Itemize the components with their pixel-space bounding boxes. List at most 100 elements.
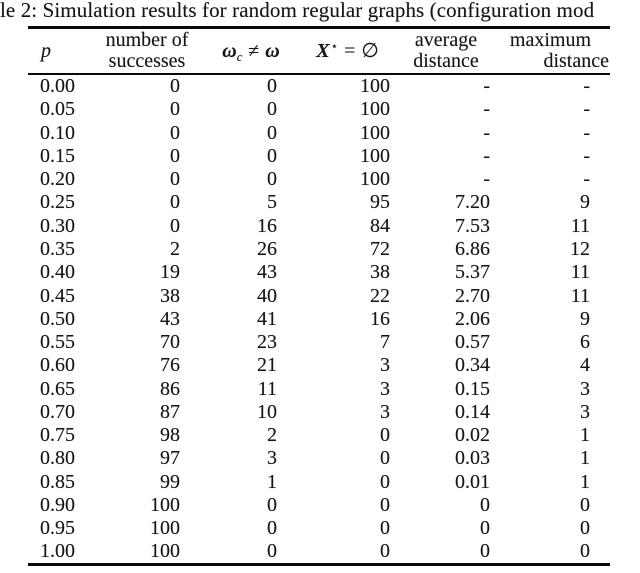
omega-subscript-c: c (236, 49, 243, 64)
table-cell: - (583, 121, 590, 144)
table-cell: 1 (580, 447, 590, 470)
table-cell: 43 (160, 307, 180, 330)
table-cell: 0.00 (40, 75, 75, 98)
table-cell: 0 (267, 98, 277, 121)
table-cell: 0.57 (455, 331, 490, 354)
table-cell: 0.35 (40, 237, 75, 260)
table-cell: 0 (580, 493, 590, 516)
table-cell: 2.06 (455, 307, 490, 330)
header-row: p number of successes ωc ≠ ω X⋆ = ∅ average (28, 28, 610, 74)
table-cell: 0.25 (40, 191, 75, 214)
table-row: 0.75 98 2 0 0.02 1 (28, 423, 610, 446)
table-cell: 38 (370, 261, 390, 284)
table-cell: 1.00 (40, 540, 75, 563)
header-line: maximum (509, 29, 591, 52)
table-cell: 0 (380, 540, 390, 563)
table-cell: 0 (170, 75, 180, 98)
header-line: number of (105, 29, 189, 52)
column-header-omega-neq: ωc ≠ ω (192, 28, 284, 74)
x-symbol: X (316, 39, 330, 62)
table-cell: 97 (160, 447, 180, 470)
table-cell: 99 (160, 470, 180, 493)
table-cell: - (483, 121, 490, 144)
table-cell: 3 (380, 377, 390, 400)
table-cell: 0 (267, 540, 277, 563)
table-row: 0.25 0 5 95 7.20 9 (28, 191, 610, 214)
table-cell: 100 (150, 540, 180, 563)
table-cell: 2 (267, 424, 277, 447)
column-header-maximum-distance: maximum distance (497, 28, 610, 74)
table-cell: 12 (570, 237, 590, 260)
table-cell: 0.45 (40, 284, 75, 307)
table-cell: 6.86 (455, 237, 490, 260)
header-line: distance (413, 49, 479, 72)
table-cell: 0 (580, 517, 590, 540)
table-cell: 11 (257, 377, 277, 400)
table-cell: 40 (257, 284, 277, 307)
equals-operator: = (344, 39, 356, 62)
table-cell: 0 (480, 517, 490, 540)
table-cell: 0 (380, 493, 390, 516)
not-equal-operator: ≠ (248, 39, 260, 62)
table-cell: 0 (480, 540, 490, 563)
table-cell: 0.34 (455, 354, 490, 377)
table-cell: 0 (267, 121, 277, 144)
table-row: 0.95 100 0 0 0 0 (28, 517, 610, 540)
table-cell: 0.60 (40, 354, 75, 377)
table-cell: 86 (160, 377, 180, 400)
header-line: average (414, 29, 478, 52)
table-row: 0.55 70 23 7 0.57 6 (28, 330, 610, 353)
empty-set-symbol: ∅ (361, 39, 379, 62)
table-cell: 0 (170, 191, 180, 214)
table-cell: 23 (257, 331, 277, 354)
table-cell: 26 (257, 237, 277, 260)
table-cell: 0.80 (40, 447, 75, 470)
table-cell: - (583, 144, 590, 167)
table-row: 0.60 76 21 3 0.34 4 (28, 354, 610, 377)
table-row: 0.45 38 40 22 2.70 11 (28, 284, 610, 307)
table-cell: 0.90 (40, 493, 75, 516)
table-cell: 0.40 (40, 261, 75, 284)
table-cell: 16 (257, 214, 277, 237)
table-cell: 0.75 (40, 424, 75, 447)
table-cell: 9 (580, 191, 590, 214)
table-cell: 0.55 (40, 331, 75, 354)
table-cell: 0.14 (455, 400, 490, 423)
table-cell: 0.30 (40, 214, 75, 237)
table-cell: 11 (570, 284, 590, 307)
table-row: 0.10 0 0 100 - - (28, 121, 610, 144)
table-cell: 100 (360, 75, 390, 98)
table-cell: 7 (380, 331, 390, 354)
omega-symbol: ω (222, 39, 237, 62)
table-cell: 11 (570, 214, 590, 237)
table-row: 0.85 99 1 0 0.01 1 (28, 470, 610, 493)
table-row: 0.15 0 0 100 - - (28, 144, 610, 167)
table-cell: 1 (267, 470, 277, 493)
star-superscript-icon: ⋆ (330, 38, 339, 53)
table-cell: 0.02 (455, 424, 490, 447)
table-cell: 0 (580, 540, 590, 563)
table-row: 0.80 97 3 0 0.03 1 (28, 447, 610, 470)
table-cell: - (483, 144, 490, 167)
table-cell: 0 (170, 214, 180, 237)
table-cell: 95 (370, 191, 390, 214)
table-cell: 43 (257, 261, 277, 284)
table-row: 0.70 87 10 3 0.14 3 (28, 400, 610, 423)
table-cell: 72 (370, 237, 390, 260)
table-cell: 0 (170, 121, 180, 144)
table-cell: 0 (380, 447, 390, 470)
table-cell: 0.50 (40, 307, 75, 330)
table-cell: 5.37 (455, 261, 490, 284)
table-row: 0.00 0 0 100 - - (28, 74, 610, 98)
table-cell: 3 (267, 447, 277, 470)
table-cell: 7.20 (455, 191, 490, 214)
table-cell: 5 (267, 191, 277, 214)
table-row: 0.90 100 0 0 0 0 (28, 493, 610, 516)
table-caption: le 2: Simulation results for random regu… (0, 0, 595, 22)
table-cell: - (583, 75, 590, 98)
table-cell: - (583, 168, 590, 191)
table-row: 0.50 43 41 16 2.06 9 (28, 307, 610, 330)
table-cell: 0.85 (40, 470, 75, 493)
header-line: successes (108, 49, 186, 72)
